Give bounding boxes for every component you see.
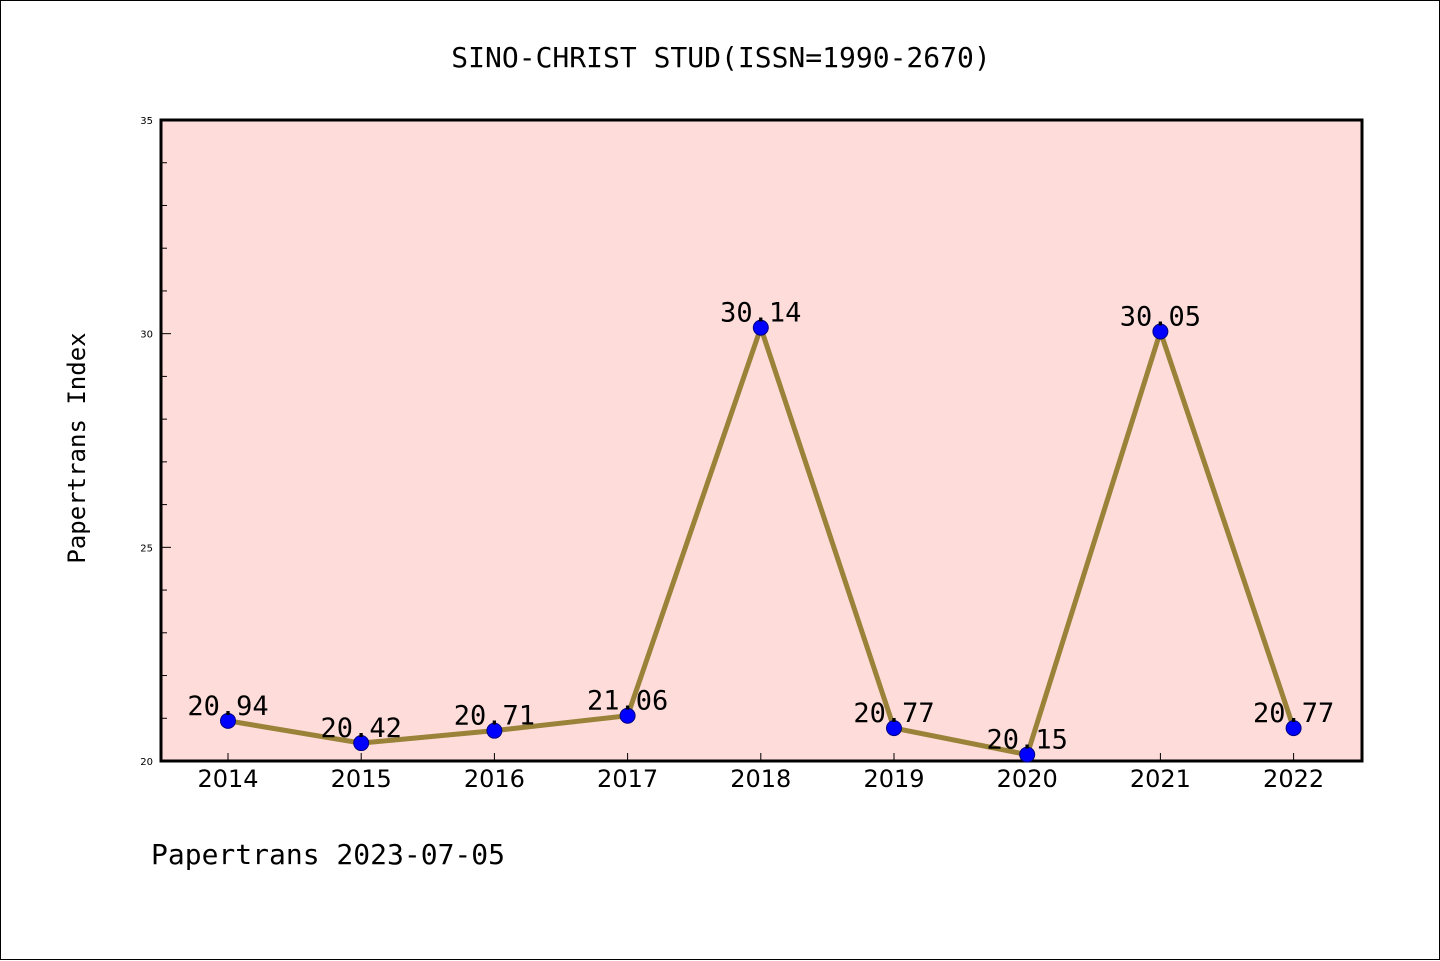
- x-tick-label: 2014: [197, 765, 258, 793]
- y-tick-label: 20: [140, 757, 153, 768]
- data-point: [1285, 720, 1302, 737]
- x-tick-label: 2018: [730, 765, 791, 793]
- y-axis-label: Papertrans Index: [63, 332, 91, 563]
- series-layer: [220, 319, 1302, 763]
- data-label: 20.15: [987, 725, 1068, 756]
- data-label: 20.77: [1253, 698, 1334, 729]
- y-axis: 20 25 30 35: [140, 116, 171, 768]
- plot-area: [159, 118, 1364, 763]
- y-tick-label: 35: [140, 116, 153, 127]
- x-tick-label: 2021: [1130, 765, 1191, 793]
- x-tick-label: 2022: [1263, 765, 1324, 793]
- data-label: 20.94: [187, 691, 268, 722]
- x-tick-label: 2020: [997, 765, 1058, 793]
- chart-title: SINO-CHRIST STUD(ISSN=1990-2670): [451, 41, 990, 74]
- data-point: [486, 722, 503, 739]
- data-label: 20.71: [454, 701, 535, 732]
- footer-text: Papertrans 2023-07-05: [151, 838, 505, 871]
- x-axis: 2014 2015 2016 2017 2018 2019 2020 2021 2022: [197, 753, 1324, 793]
- x-tick-label: 2019: [863, 765, 924, 793]
- data-point: [752, 319, 769, 336]
- x-tick-label: 2016: [464, 765, 525, 793]
- data-point: [220, 712, 236, 729]
- x-tick-label: 2017: [597, 765, 658, 793]
- data-point: [886, 720, 902, 737]
- data-label: 20.42: [321, 713, 402, 744]
- data-point: [1019, 746, 1036, 763]
- data-label: 20.77: [853, 698, 934, 729]
- data-label-layer: 20.94 20.42 20.71 21.06 30.14 20.77 20.15 30.05…: [187, 298, 1334, 756]
- data-label: 21.06: [587, 686, 668, 717]
- data-point: [619, 707, 636, 724]
- y-tick-label: 25: [140, 543, 153, 554]
- data-label: 30.05: [1120, 302, 1201, 333]
- x-tick-label: 2015: [331, 765, 392, 793]
- data-point: [353, 735, 370, 752]
- data-label: 30.14: [720, 298, 801, 329]
- y-tick-label: 30: [140, 330, 153, 341]
- data-point: [1152, 323, 1169, 340]
